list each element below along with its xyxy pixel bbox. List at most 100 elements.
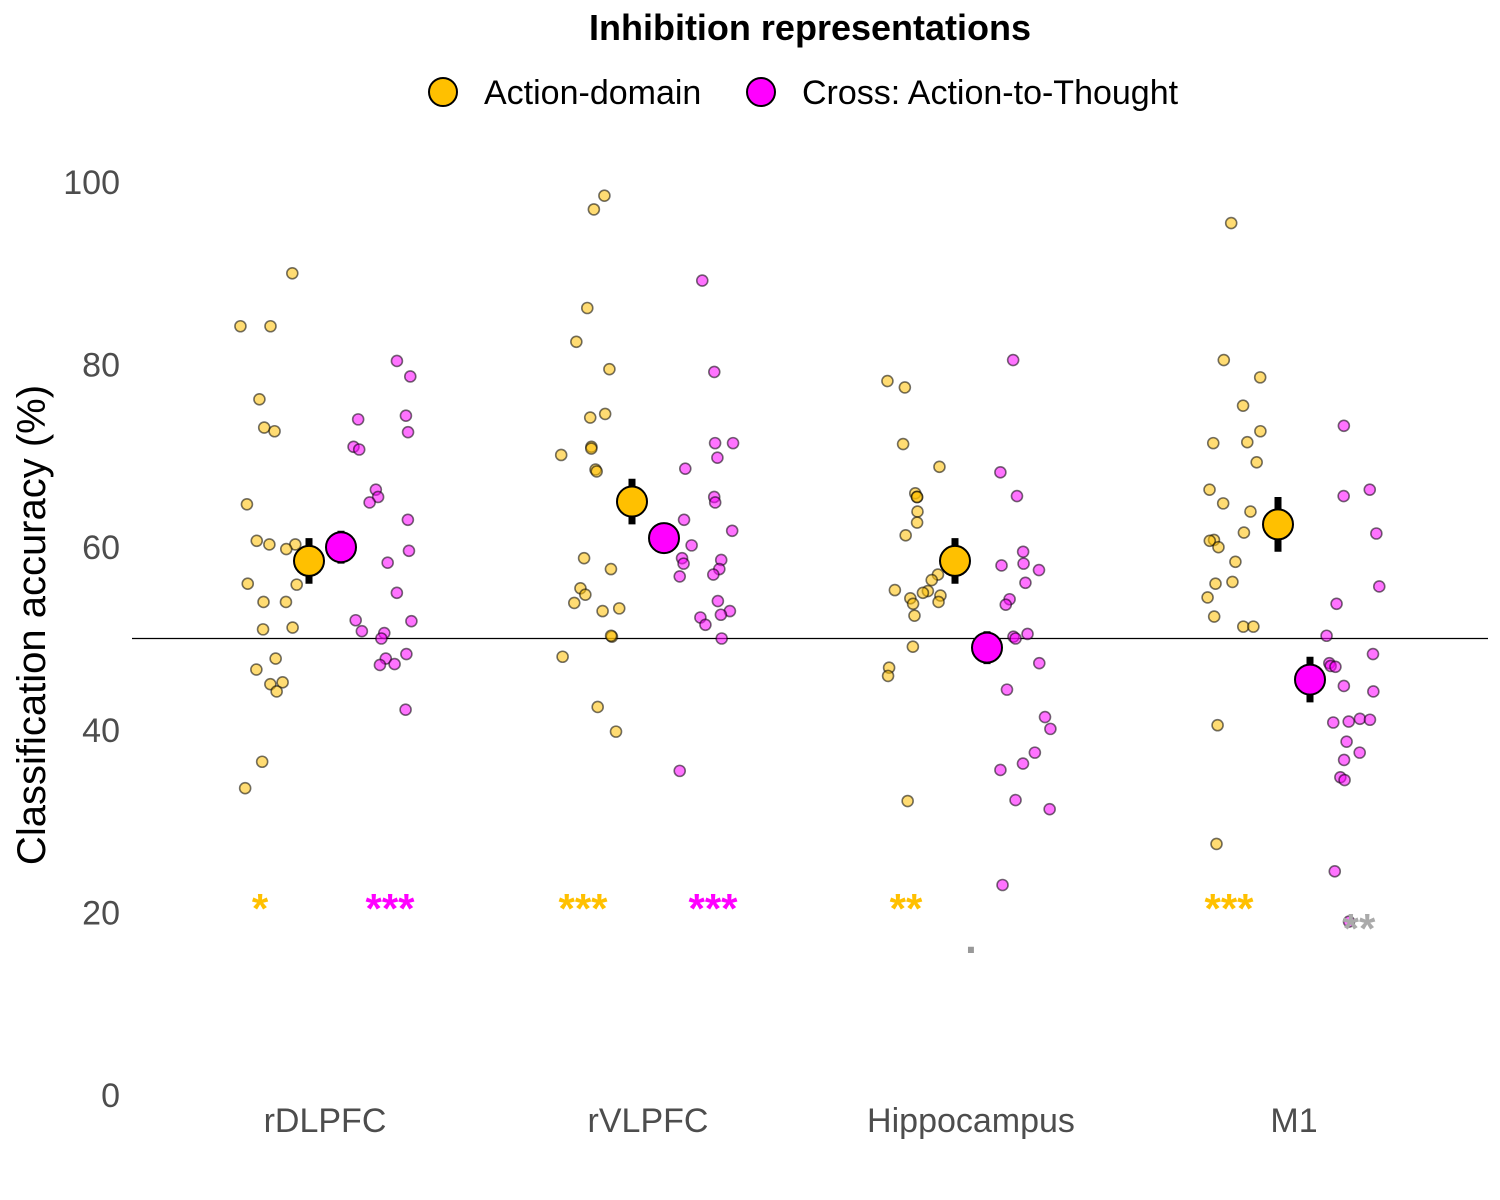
data-point xyxy=(585,442,598,455)
data-point xyxy=(932,595,945,609)
data-point xyxy=(399,409,413,423)
y-axis-ticks: 0 20 40 60 80 100 xyxy=(63,164,120,1115)
data-point xyxy=(908,609,921,622)
raw-points xyxy=(234,189,1386,928)
legend: Action-domain Cross: Action-to-Thought xyxy=(428,74,1179,112)
data-point xyxy=(1329,660,1342,674)
data-point xyxy=(352,443,366,456)
data-point xyxy=(234,319,247,333)
data-point xyxy=(373,658,387,672)
data-point xyxy=(1229,555,1242,569)
data-point xyxy=(279,595,293,609)
data-point xyxy=(270,685,283,698)
chart-title: Inhibition representations xyxy=(589,7,1031,48)
data-point xyxy=(1212,540,1225,554)
data-point xyxy=(1032,656,1046,670)
y-tick-label: 60 xyxy=(82,529,120,567)
data-point xyxy=(881,669,895,683)
data-point xyxy=(554,448,568,462)
data-point xyxy=(1016,757,1030,770)
data-point xyxy=(898,381,912,394)
data-point xyxy=(1328,865,1342,878)
mean-marker xyxy=(325,531,357,564)
data-point xyxy=(911,505,924,518)
significance-label: *** xyxy=(1204,885,1254,932)
data-point xyxy=(1337,489,1350,503)
data-point xyxy=(264,319,277,333)
legend-key-cross-action-to-thought xyxy=(746,77,776,107)
data-point xyxy=(405,614,418,628)
data-point xyxy=(401,425,415,439)
mean-marker xyxy=(939,544,971,577)
data-point xyxy=(263,538,276,551)
data-point xyxy=(1330,597,1343,611)
mean-marker xyxy=(1262,508,1294,541)
x-axis-ticks: rDLPFC rVLPFC Hippocampus M1 xyxy=(264,1102,1318,1140)
significance-labels: * *** ** ****** ***. ** xyxy=(252,885,1376,962)
data-point xyxy=(1370,527,1383,540)
data-point xyxy=(1320,629,1333,643)
data-point xyxy=(1017,557,1030,570)
data-point xyxy=(598,407,612,421)
data-point xyxy=(255,755,269,769)
data-point xyxy=(570,335,583,349)
data-point xyxy=(910,490,924,504)
data-point xyxy=(1237,526,1251,539)
data-point xyxy=(1224,216,1238,230)
data-point xyxy=(609,725,623,738)
data-point xyxy=(726,436,740,450)
data-point xyxy=(881,374,894,388)
data-point xyxy=(677,557,690,570)
data-point xyxy=(1207,610,1221,623)
data-point xyxy=(910,516,924,529)
data-point xyxy=(678,462,692,475)
significance-label: * xyxy=(252,885,269,932)
significance-label: ** xyxy=(1343,905,1376,952)
data-point xyxy=(580,301,594,315)
data-point xyxy=(707,365,721,379)
x-tick-label: rDLPFC xyxy=(264,1102,387,1140)
mean-markers xyxy=(293,478,1326,703)
data-point xyxy=(1247,620,1260,633)
data-point xyxy=(994,763,1007,777)
data-point xyxy=(1009,793,1022,807)
data-point xyxy=(1009,632,1022,645)
data-point xyxy=(604,562,618,576)
data-point xyxy=(286,266,299,280)
data-point xyxy=(556,650,569,664)
data-point xyxy=(1044,722,1057,736)
data-point xyxy=(1240,435,1254,449)
data-point xyxy=(253,392,266,406)
data-point xyxy=(399,703,412,717)
x-tick-label: rVLPFC xyxy=(588,1102,709,1140)
data-point xyxy=(400,647,413,661)
data-point xyxy=(1203,483,1216,496)
data-point xyxy=(1342,715,1356,728)
data-point xyxy=(598,189,611,202)
data-point xyxy=(567,596,581,610)
legend-label-cross-action-to-thought: Cross: Action-to-Thought xyxy=(802,74,1179,112)
data-point xyxy=(591,700,604,714)
data-point xyxy=(1338,773,1351,787)
data-point xyxy=(1353,746,1366,759)
data-point xyxy=(1203,534,1217,548)
data-point xyxy=(673,764,687,778)
data-point xyxy=(1340,735,1353,748)
data-point xyxy=(269,652,282,665)
mean-marker xyxy=(971,631,1003,664)
data-point xyxy=(677,513,691,527)
data-point xyxy=(579,588,592,601)
data-point xyxy=(933,460,946,474)
data-point xyxy=(899,529,912,542)
data-point xyxy=(290,578,304,591)
data-point xyxy=(241,577,255,591)
data-point xyxy=(375,632,388,645)
data-point xyxy=(699,618,712,632)
data-point xyxy=(268,424,281,438)
x-tick-label: M1 xyxy=(1270,1102,1317,1140)
data-point xyxy=(604,629,618,643)
y-tick-label: 0 xyxy=(101,1077,120,1115)
data-point xyxy=(695,274,709,287)
y-tick-label: 80 xyxy=(82,347,120,385)
data-point xyxy=(1337,419,1351,433)
